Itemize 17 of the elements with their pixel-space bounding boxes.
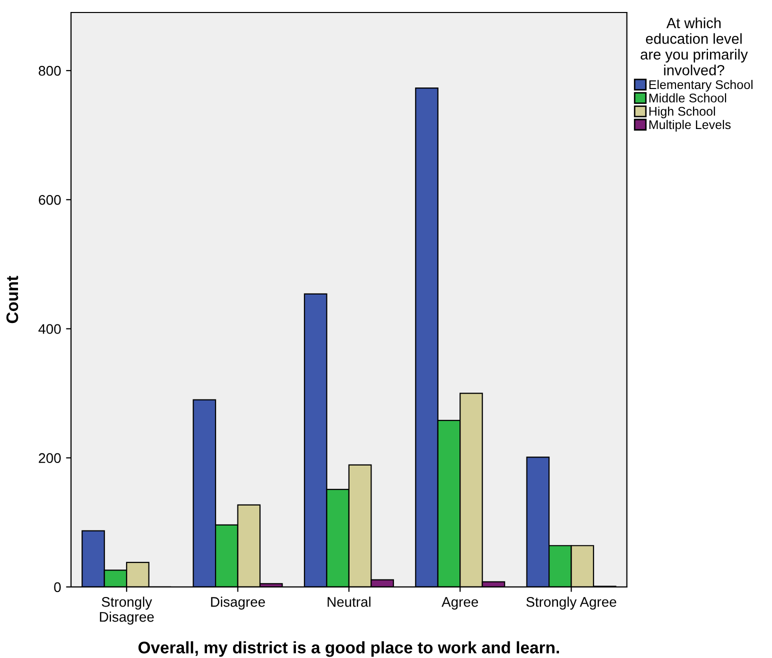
x-tick-label: Agree [442, 597, 478, 610]
legend-label: Middle School [649, 93, 726, 102]
legend-label: Multiple Levels [649, 120, 731, 132]
y-tick-label: 600 [38, 195, 61, 205]
y-tick-label: 800 [38, 66, 61, 76]
y-tick-label: 200 [38, 453, 61, 464]
legend-label: High School [649, 106, 715, 118]
y-tick-label: 400 [38, 324, 61, 334]
x-axis-title: Overall, my district is a good place to work and learn. [138, 641, 559, 657]
x-tick-label: Neutral [328, 596, 370, 607]
legend-label: Elementary School [649, 80, 752, 92]
y-tick-label: 0 [54, 582, 61, 592]
x-tick-label: Strongly Agree [526, 596, 616, 610]
x-tick-label: Strongly Disagree [100, 596, 154, 625]
y-axis-title: Count [6, 276, 18, 324]
x-tick-label: Disagree [211, 596, 265, 610]
legend-title: At which education level are you primarily involved? [640, 18, 748, 76]
